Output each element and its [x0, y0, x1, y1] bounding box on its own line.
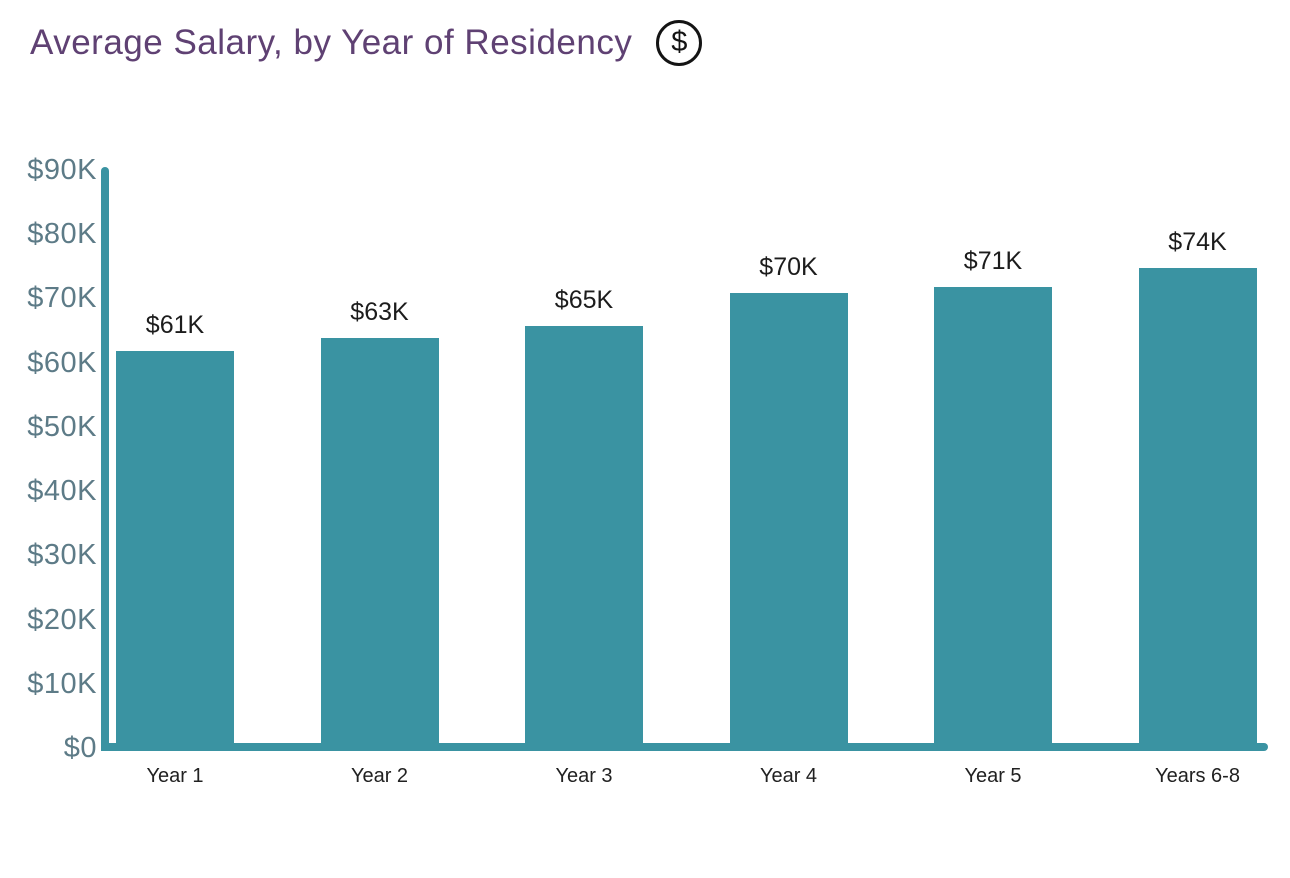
y-axis-tick-label: $20K [27, 603, 97, 636]
x-axis-label: Year 3 [555, 765, 613, 787]
dollar-glyph: $ [671, 25, 688, 58]
y-axis-tick-label: $80K [27, 218, 97, 251]
y-axis-tick-label: $10K [27, 667, 97, 700]
y-axis-tick-label: $30K [27, 539, 97, 572]
bar [320, 338, 439, 743]
bar-value-label: $63K [350, 298, 409, 327]
bar [525, 325, 643, 743]
y-axis-tick-label: $50K [27, 410, 97, 443]
dollar-circle-icon: $ [656, 20, 703, 66]
y-axis-tick-label: $90K [27, 154, 97, 186]
chart-header: Average Salary, by Year of Residency $ [30, 20, 703, 66]
x-axis-label: Years 6-8 [1155, 765, 1240, 787]
bar-value-label: $65K [554, 285, 614, 314]
bar [1138, 267, 1257, 743]
y-axis-tick-label: $0 [63, 732, 97, 764]
bar-value-label: $61K [145, 311, 205, 340]
y-axis-tick-label: $40K [27, 475, 97, 508]
bar-value-label: $71K [963, 247, 1023, 276]
y-axis-line [101, 167, 109, 751]
y-axis-tick-label: $60K [27, 346, 97, 379]
bar [116, 351, 234, 743]
x-axis-label: Year 5 [964, 765, 1022, 787]
bar [729, 293, 848, 743]
bar-value-label: $74K [1168, 227, 1227, 256]
y-axis-tick-label: $70K [27, 282, 97, 315]
bar [934, 287, 1052, 743]
x-axis-label: Year 2 [350, 765, 409, 787]
bar-value-label: $70K [759, 253, 818, 282]
chart-title: Average Salary, by Year of Residency [30, 23, 633, 62]
x-axis-label: Year 1 [146, 765, 204, 787]
x-axis-label: Year 4 [759, 765, 818, 787]
x-axis-line [101, 743, 1268, 751]
